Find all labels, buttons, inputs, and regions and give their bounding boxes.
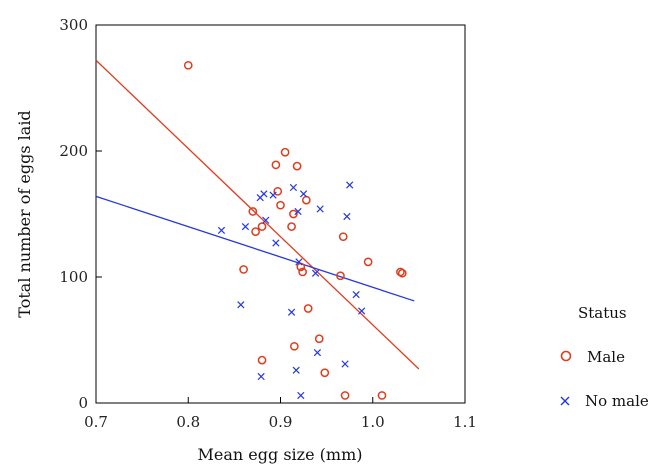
point-male bbox=[292, 161, 302, 171]
y-tick-label: 200 bbox=[59, 142, 88, 160]
point-no-male bbox=[352, 291, 360, 299]
point-no-male bbox=[241, 222, 250, 231]
point-male bbox=[363, 257, 373, 267]
point-no-male bbox=[311, 269, 320, 277]
point-no-male bbox=[313, 348, 322, 357]
point-no-male bbox=[257, 372, 265, 381]
point-no-male bbox=[237, 301, 245, 309]
x-tick-label: 0.7 bbox=[84, 413, 108, 431]
point-male bbox=[257, 355, 267, 365]
point-male bbox=[289, 341, 299, 351]
point-no-male bbox=[289, 183, 298, 192]
point-male bbox=[287, 222, 296, 231]
point-no-male bbox=[299, 190, 308, 198]
x-tick-label: 0.9 bbox=[269, 413, 293, 431]
legend-title: Status bbox=[578, 304, 627, 322]
x-tick-label: 0.8 bbox=[176, 413, 200, 431]
y-axis-ticks: 0 100 200 300 bbox=[59, 16, 102, 412]
legend: Status Male No male bbox=[560, 304, 649, 410]
legend-no-male-marker bbox=[560, 396, 570, 406]
point-male bbox=[336, 271, 345, 281]
point-male bbox=[314, 334, 324, 344]
point-male bbox=[276, 200, 285, 210]
point-male bbox=[303, 304, 313, 313]
point-male bbox=[298, 267, 307, 277]
x-axis-title: Mean egg size (mm) bbox=[198, 445, 363, 464]
legend-male-label: Male bbox=[587, 348, 625, 366]
point-male bbox=[397, 268, 407, 278]
point-male bbox=[289, 209, 298, 219]
data-points bbox=[183, 60, 407, 400]
point-male bbox=[183, 60, 193, 70]
point-male bbox=[396, 267, 405, 277]
trend-lines bbox=[95, 59, 420, 370]
y-tick-label: 0 bbox=[78, 394, 88, 412]
x-tick-label: 1.1 bbox=[453, 413, 477, 431]
point-no-male bbox=[269, 191, 277, 199]
trend-line-male bbox=[95, 59, 420, 370]
point-no-male bbox=[272, 239, 280, 247]
trend-line-no-male bbox=[95, 195, 415, 302]
point-no-male bbox=[292, 366, 300, 374]
point-no-male bbox=[341, 360, 349, 368]
point-no-male bbox=[262, 216, 270, 224]
point-no-male bbox=[316, 205, 324, 213]
y-tick-label: 100 bbox=[59, 268, 88, 286]
point-male bbox=[257, 222, 267, 231]
point-male bbox=[273, 186, 283, 196]
point-male bbox=[251, 227, 260, 236]
point-no-male bbox=[346, 181, 354, 189]
point-no-male bbox=[358, 307, 366, 315]
point-male bbox=[338, 232, 348, 242]
y-tick-label: 300 bbox=[59, 16, 88, 34]
point-male bbox=[271, 160, 281, 170]
point-male bbox=[248, 207, 258, 216]
point-no-male bbox=[295, 258, 303, 266]
x-axis-ticks: 0.7 0.8 0.9 1.0 1.1 bbox=[84, 397, 477, 431]
point-no-male bbox=[287, 308, 296, 316]
point-no-male bbox=[217, 226, 226, 235]
point-male bbox=[340, 391, 350, 400]
point-no-male bbox=[294, 207, 302, 216]
legend-no-male-label: No male bbox=[585, 392, 649, 410]
point-male bbox=[377, 391, 387, 400]
point-no-male bbox=[260, 190, 268, 198]
x-tick-label: 1.0 bbox=[361, 413, 385, 431]
point-no-male bbox=[297, 391, 305, 400]
point-no-male bbox=[343, 212, 351, 221]
point-male bbox=[320, 368, 330, 378]
legend-male-marker bbox=[560, 350, 572, 362]
y-axis-title: Total number of eggs laid bbox=[15, 110, 34, 317]
point-male bbox=[280, 147, 290, 157]
point-male bbox=[239, 265, 248, 274]
point-male bbox=[301, 195, 311, 205]
